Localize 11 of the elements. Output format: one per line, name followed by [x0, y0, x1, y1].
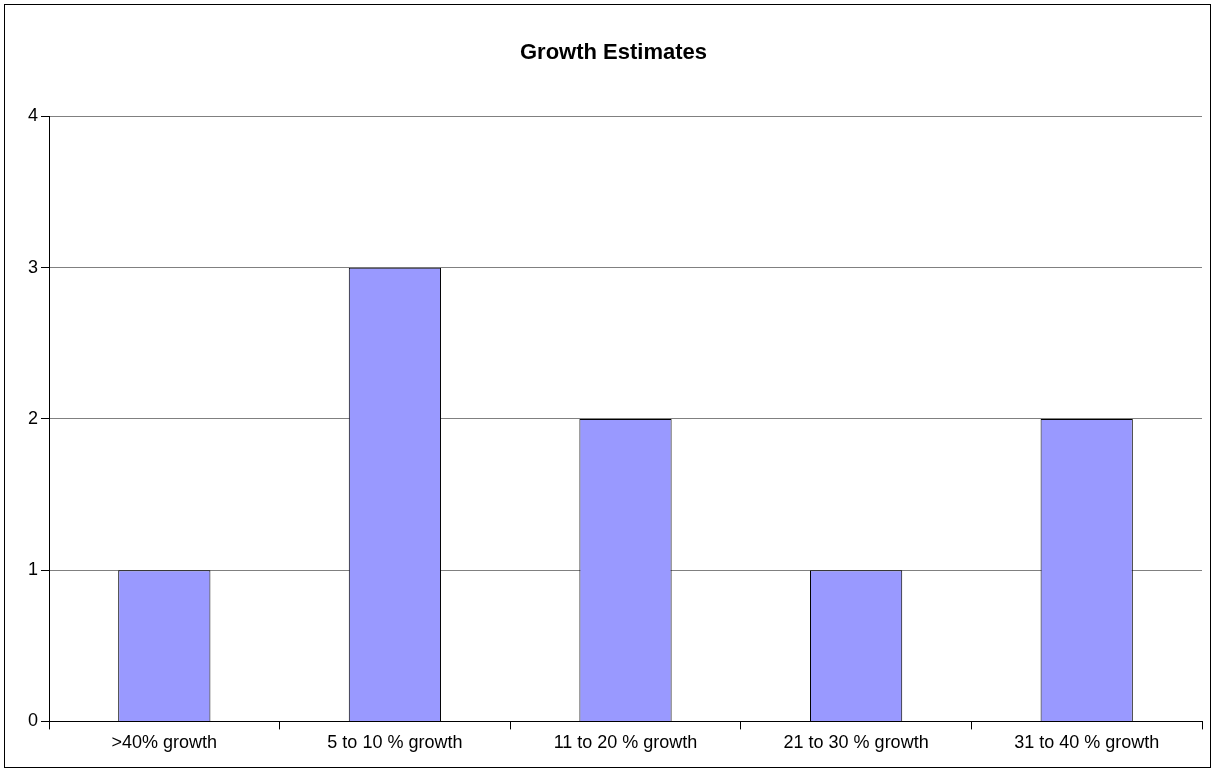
y-tick-label: 3	[28, 256, 39, 277]
x-tick-label: >40% growth	[111, 732, 218, 753]
y-tick-label: 2	[28, 407, 39, 428]
x-tick-label: 5 to 10 % growth	[327, 732, 463, 753]
y-tick-label: 1	[28, 559, 39, 580]
y-tick-label: 4	[28, 105, 39, 126]
x-tick-label: 21 to 30 % growth	[783, 732, 929, 753]
x-tick-label: 31 to 40 % growth	[1014, 732, 1160, 753]
y-tick-label: 0	[28, 710, 39, 731]
chart-title: Growth Estimates	[519, 39, 708, 65]
x-tick-label: 11 to 20 % growth	[553, 732, 698, 753]
